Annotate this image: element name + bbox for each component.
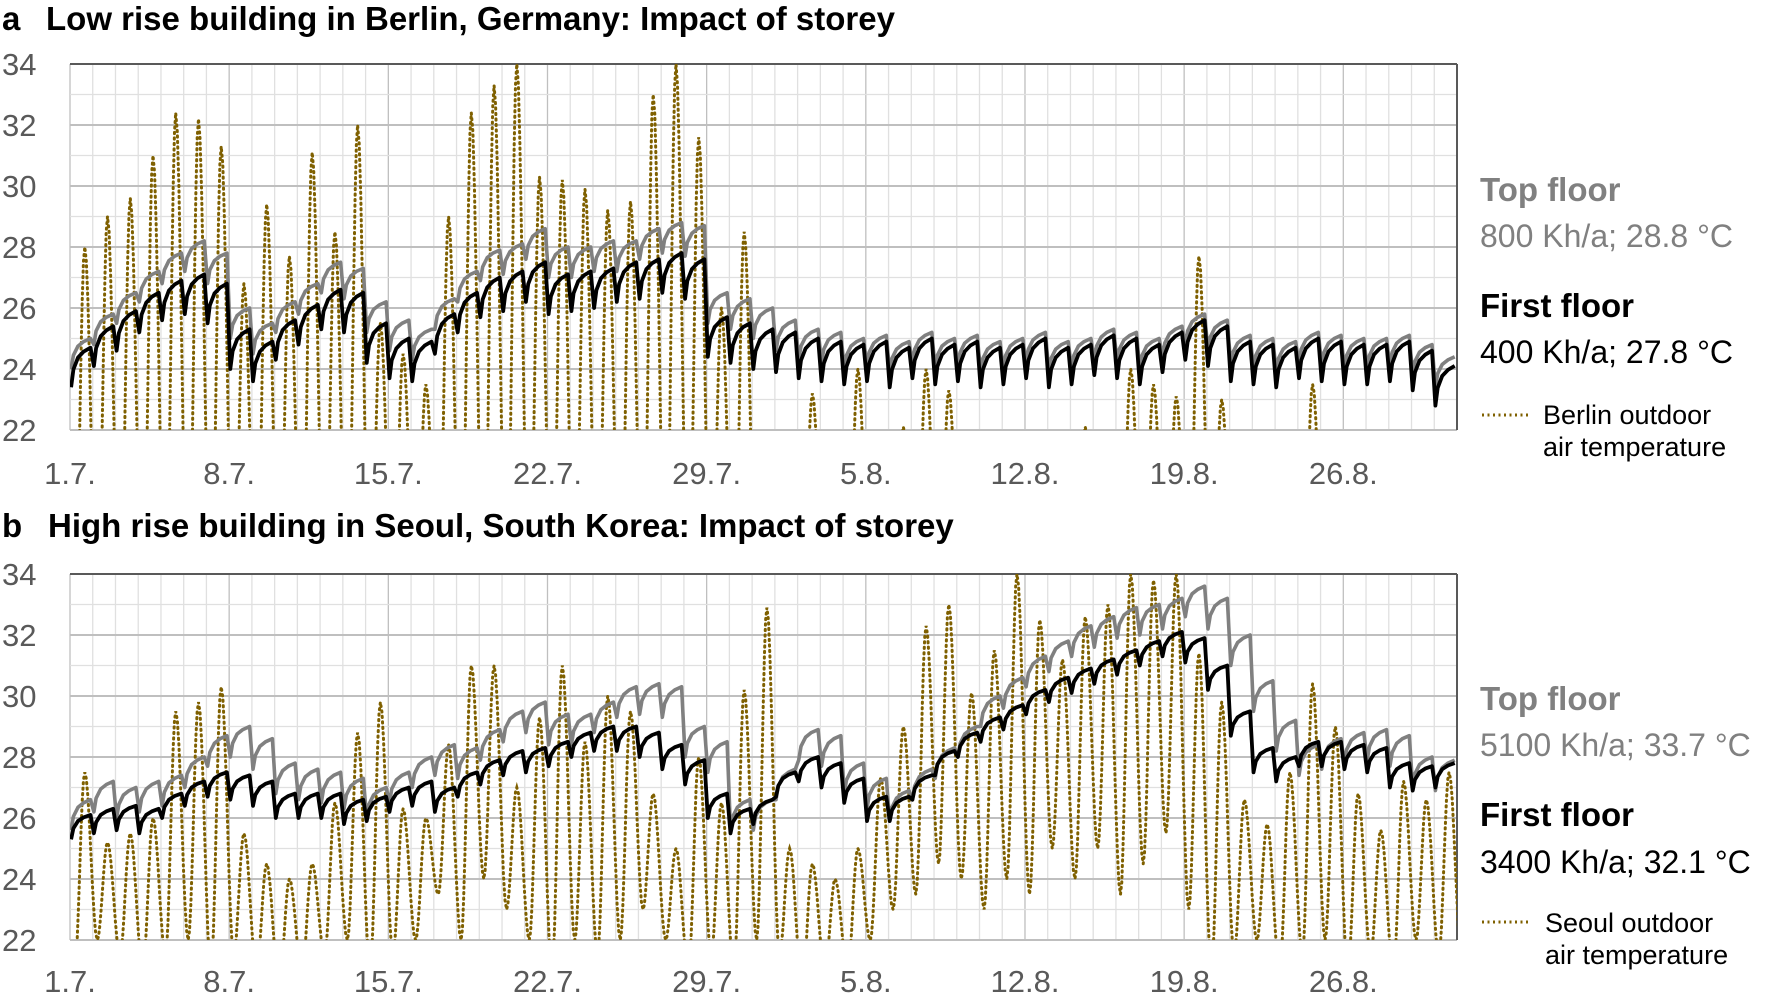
legend-top-floor-label: Top floor xyxy=(1480,171,1621,208)
x-tick-label: 8.7. xyxy=(203,964,255,995)
x-tick-label: 19.8. xyxy=(1150,964,1219,995)
x-tick-label: 15.7. xyxy=(354,964,423,995)
panel-b-title: High rise building in Seoul, South Korea… xyxy=(48,507,954,544)
legend-outdoor-line2: air temperature xyxy=(1543,432,1726,462)
x-tick-label: 5.8. xyxy=(840,456,892,491)
panel-b: b High rise building in Seoul, South Kor… xyxy=(2,507,1751,995)
x-tick-label: 15.7. xyxy=(354,456,423,491)
x-tick-label: 26.8. xyxy=(1309,964,1378,995)
panel-b-series xyxy=(70,574,1457,940)
y-tick-label: 32 xyxy=(2,108,36,143)
legend-outdoor-line1: Berlin outdoor xyxy=(1543,400,1711,430)
x-tick-label: 29.7. xyxy=(672,964,741,995)
x-tick-label: 29.7. xyxy=(672,456,741,491)
legend-outdoor-line1: Seoul outdoor xyxy=(1545,908,1713,938)
y-tick-label: 32 xyxy=(2,618,36,653)
x-tick-label: 22.7. xyxy=(513,456,582,491)
x-tick-label: 19.8. xyxy=(1150,456,1219,491)
y-tick-label: 34 xyxy=(2,47,36,82)
series-top-floor xyxy=(70,220,1456,390)
legend-first-floor-value: 400 Kh/a; 27.8 °C xyxy=(1480,334,1733,370)
y-tick-label: 24 xyxy=(2,352,36,387)
legend-top-floor-label: Top floor xyxy=(1480,680,1621,717)
y-tick-label: 28 xyxy=(2,230,36,265)
series-outdoor-temperature xyxy=(75,574,1457,940)
panel-b-letter: b xyxy=(2,507,22,544)
legend-first-floor-value: 3400 Kh/a; 32.1 °C xyxy=(1480,844,1751,880)
panel-a-series xyxy=(70,64,1456,430)
panel-a: a Low rise building in Berlin, Germany: … xyxy=(2,0,1733,491)
panel-a-legend: Top floor 800 Kh/a; 28.8 °C First floor … xyxy=(1480,171,1733,462)
x-tick-label: 8.7. xyxy=(203,456,255,491)
x-tick-label: 12.8. xyxy=(991,456,1060,491)
panel-b-ticks: 22 24 26 28 30 32 34 1.7. 8.7. 15.7. 22.7. 29.7. 5.8… xyxy=(2,557,1378,995)
y-tick-label: 34 xyxy=(2,557,36,592)
panel-a-ticks: 22 24 26 28 30 32 34 1.7. 8.7. 15.7. 22.7. 29.7. 5.8… xyxy=(2,47,1378,491)
panel-a-letter: a xyxy=(2,0,21,37)
panel-b-legend: Top floor 5100 Kh/a; 33.7 °C First floor… xyxy=(1480,680,1751,970)
x-tick-label: 12.8. xyxy=(991,964,1060,995)
legend-top-floor-value: 5100 Kh/a; 33.7 °C xyxy=(1480,727,1751,763)
y-tick-label: 28 xyxy=(2,740,36,775)
x-tick-label: 22.7. xyxy=(513,964,582,995)
x-tick-label: 1.7. xyxy=(44,964,96,995)
y-tick-label: 30 xyxy=(2,169,36,204)
legend-top-floor-value: 800 Kh/a; 28.8 °C xyxy=(1480,218,1733,254)
y-tick-label: 24 xyxy=(2,862,36,897)
series-first-floor xyxy=(70,630,1456,840)
y-tick-label: 22 xyxy=(2,413,36,448)
panel-a-grid xyxy=(69,63,1458,431)
x-tick-label: 26.8. xyxy=(1309,456,1378,491)
legend-first-floor-label: First floor xyxy=(1480,796,1634,833)
y-tick-label: 30 xyxy=(2,679,36,714)
y-tick-label: 26 xyxy=(2,801,36,836)
series-first-floor xyxy=(70,251,1456,408)
y-tick-label: 22 xyxy=(2,923,36,958)
legend-first-floor-label: First floor xyxy=(1480,287,1634,324)
y-tick-label: 26 xyxy=(2,291,36,326)
x-tick-label: 1.7. xyxy=(44,456,96,491)
x-tick-label: 5.8. xyxy=(840,964,892,995)
panel-a-title: Low rise building in Berlin, Germany: Im… xyxy=(46,0,896,37)
legend-outdoor-line2: air temperature xyxy=(1545,940,1728,970)
